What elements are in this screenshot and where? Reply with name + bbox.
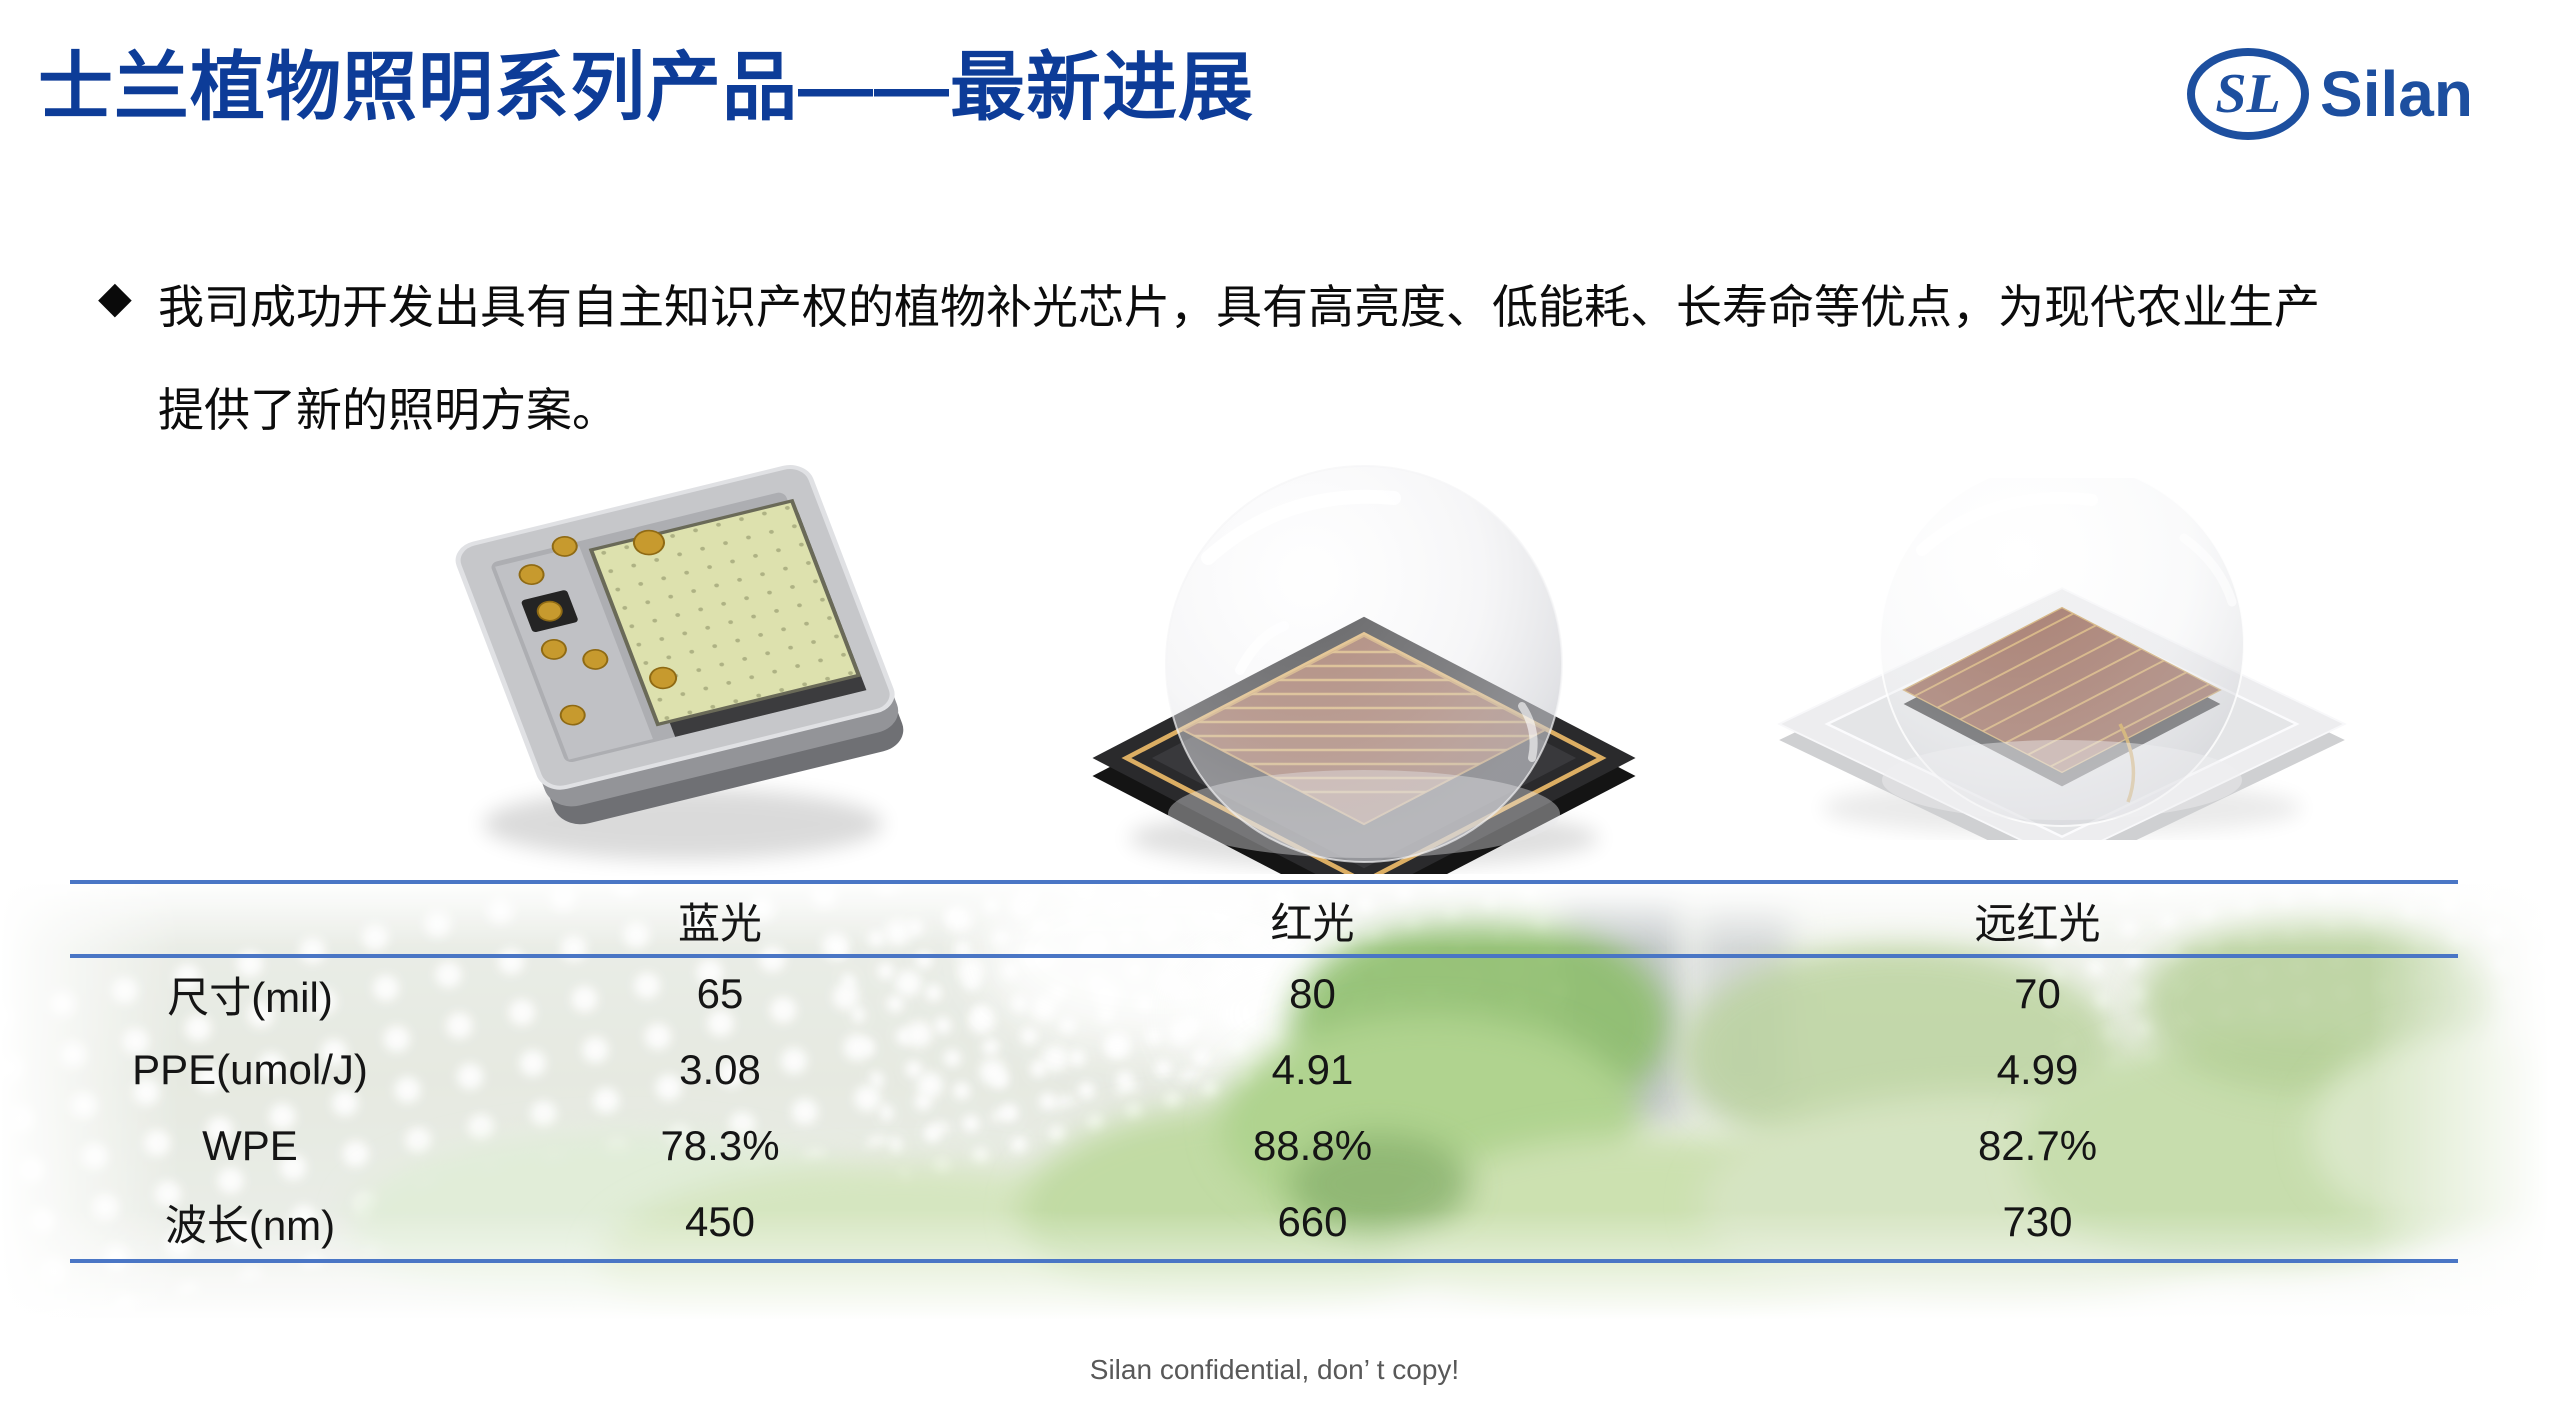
size-blue: 65 — [696, 970, 744, 1017]
silan-logo: SL Silan — [2186, 44, 2526, 153]
wavelength-red: 660 — [1277, 1198, 1348, 1245]
wpe-red: 88.8% — [1252, 1122, 1373, 1169]
column-header-blue: 蓝光 — [677, 899, 762, 947]
table-corner-cell — [70, 884, 430, 956]
intro-paragraph: 我司成功开发出具有自主知识产权的植物补光芯片，具有高亮度、低能耗、长寿命等优点，… — [158, 256, 2518, 462]
column-header-far-red: 远红光 — [1974, 899, 2101, 947]
wavelength-far-red: 730 — [2002, 1198, 2073, 1245]
far-red-led-dome-photo — [1776, 461, 2348, 876]
red-led-dome-photo — [1090, 462, 1638, 918]
wpe-blue: 78.3% — [660, 1122, 780, 1169]
intro-line-2: 提供了新的照明方案。 — [158, 384, 618, 436]
diamond-bullet-icon: ◆ — [98, 273, 132, 322]
row-label-wpe: WPE — [202, 1122, 298, 1169]
row-label-ppe: PPE(umol/J) — [132, 1046, 368, 1093]
table-header-rule — [70, 954, 2458, 958]
confidential-footer: Silan confidential, don’ t copy! — [1089, 1354, 1460, 1385]
ppe-far-red: 4.99 — [1996, 1046, 2079, 1093]
intro-line-1: 我司成功开发出具有自主知识产权的植物补光芯片，具有高亮度、低能耗、长寿命等优点，… — [158, 281, 2320, 333]
spec-table: 蓝光 红光 远红光 尺寸(mil) 65 80 70 PPE(umol/J) 3… — [70, 884, 2460, 1260]
silan-logo-icon: SL Silan — [2187, 48, 2473, 140]
size-far-red: 70 — [2014, 970, 2061, 1017]
column-header-red: 红光 — [1270, 899, 1355, 947]
table-top-rule — [70, 880, 2458, 884]
wpe-far-red: 82.7% — [1977, 1122, 2098, 1169]
logo-brand-text: Silan — [2320, 58, 2473, 130]
size-red: 80 — [1289, 970, 1336, 1017]
table-bottom-rule — [70, 1259, 2458, 1263]
ppe-red: 4.91 — [1271, 1046, 1354, 1093]
page-title: 士兰植物照明系列产品——最新进展 — [38, 45, 1255, 129]
logo-monogram: SL — [2215, 63, 2280, 125]
row-label-size: 尺寸(mil) — [167, 973, 333, 1021]
wavelength-blue: 450 — [684, 1198, 756, 1245]
ppe-blue: 3.08 — [679, 1046, 761, 1093]
row-label-wavelength: 波长(nm) — [164, 1201, 336, 1249]
blue-led-chip-photo — [438, 452, 920, 881]
